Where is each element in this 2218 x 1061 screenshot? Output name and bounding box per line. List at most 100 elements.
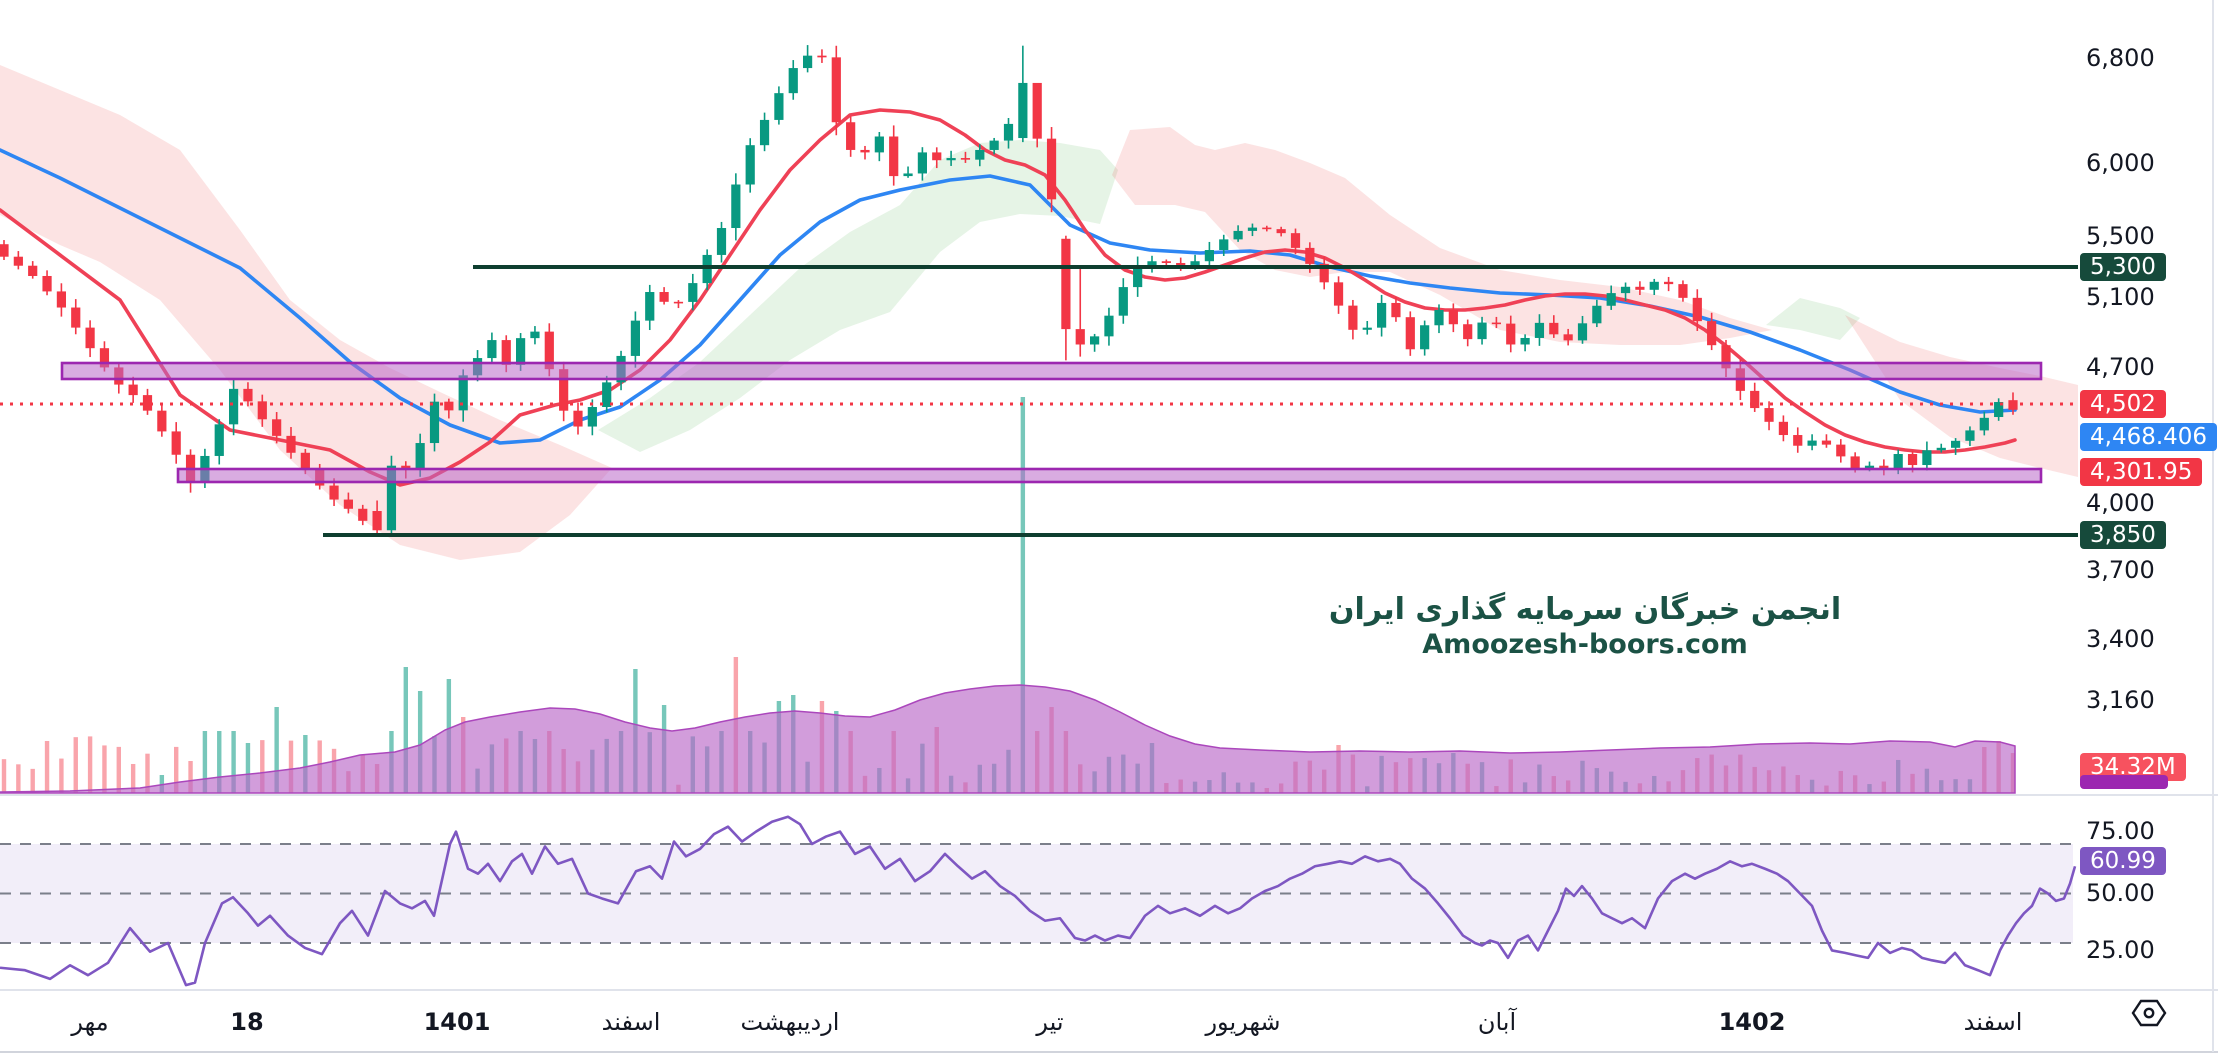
candle-body	[1807, 440, 1817, 446]
candle-body	[1061, 238, 1071, 330]
candle-body	[28, 265, 38, 276]
time-tick-label: تیر	[1036, 1008, 1064, 1036]
ichimoku-cloud-green	[1766, 298, 1860, 340]
volume-bar	[116, 746, 121, 793]
candle-body	[243, 388, 253, 402]
candle-body	[1003, 123, 1014, 141]
candle-body	[516, 338, 526, 365]
candle-body	[487, 340, 497, 359]
candle-body	[386, 465, 397, 531]
candle-body	[1391, 302, 1401, 318]
candle-body	[1405, 317, 1415, 350]
price-tick-label: 5,500	[2086, 222, 2155, 250]
candle-body	[1305, 247, 1315, 264]
candle-body	[1893, 454, 1903, 470]
candle-body	[1161, 261, 1171, 263]
candle-body	[329, 485, 339, 500]
candle-body	[702, 254, 712, 284]
candle-body	[1477, 322, 1487, 340]
price-tick-label: 6,800	[2086, 44, 2155, 72]
candle-body	[745, 145, 755, 185]
candle-body	[530, 331, 540, 339]
volume-bar	[417, 691, 423, 793]
time-tick-label: آبان	[1477, 1008, 1517, 1036]
candle-body	[1979, 417, 1989, 431]
volume-bar	[59, 758, 64, 793]
price-tick-label: 3,400	[2086, 625, 2155, 653]
candle-body	[444, 401, 454, 411]
candle-body	[1463, 324, 1473, 340]
candle-body	[774, 93, 784, 120]
ichimoku-cloud-pink	[1845, 315, 2078, 477]
volume-bar	[174, 746, 179, 793]
candle-body	[903, 173, 913, 177]
candle-body	[1348, 305, 1358, 330]
candle-body	[1491, 322, 1501, 325]
rsi-value-label: 60.99	[2080, 847, 2166, 875]
candle-body	[1133, 266, 1143, 288]
volume-bar	[245, 743, 251, 793]
candle-body	[401, 465, 411, 469]
candle-body	[1635, 286, 1645, 290]
price-tick-label: 4,000	[2086, 489, 2155, 517]
candle-body	[630, 320, 640, 356]
upper-supply-zone[interactable]	[60, 361, 2043, 381]
candle-body	[214, 424, 224, 456]
ma-line-blue	[0, 148, 2017, 445]
rsi-tick-label: 50.00	[2086, 879, 2155, 907]
candle-body	[1793, 435, 1803, 446]
time-axis[interactable]	[0, 990, 2218, 1052]
price-tick-label: 5,100	[2086, 283, 2155, 311]
candle-body	[688, 283, 698, 302]
level-4301-label: 4,301.95	[2080, 458, 2203, 486]
candle-body	[889, 136, 899, 177]
price-tick-label: 6,000	[2086, 149, 2155, 177]
candle-body	[1534, 322, 1545, 338]
candle-body	[1936, 447, 1946, 451]
candle-body	[587, 407, 597, 427]
watermark-line-2: Amoozesh-boors.com	[1422, 629, 1748, 660]
volume-bar	[44, 740, 50, 793]
candle-body	[716, 228, 727, 255]
candle-body	[1563, 334, 1573, 341]
volume-bar	[87, 736, 93, 793]
candle-body	[85, 327, 95, 349]
volume-bar	[202, 731, 208, 793]
candle-body	[759, 119, 770, 146]
rsi-tick-label: 25.00	[2086, 936, 2155, 964]
candle-body	[415, 443, 425, 469]
candle-body	[99, 348, 110, 368]
candle-body	[171, 431, 181, 455]
candle-body	[1664, 281, 1674, 285]
candles	[0, 45, 2018, 536]
candle-body	[1377, 302, 1387, 328]
last-price-label: 4,468.406	[2080, 423, 2218, 451]
volume-bar	[102, 745, 107, 793]
volume-bar	[30, 768, 35, 793]
lower-demand-zone[interactable]	[176, 467, 2043, 484]
level-4502-label: 4,502	[2080, 390, 2166, 418]
candle-body	[501, 340, 511, 365]
candle-body	[1319, 263, 1329, 283]
candle-body	[1276, 229, 1286, 234]
candle-body	[1879, 465, 1889, 470]
candle-body	[946, 158, 956, 161]
candle-body	[1850, 456, 1860, 469]
ichimoku-cloud-pink	[0, 65, 612, 560]
candle-body	[917, 152, 927, 174]
candle-body	[1434, 310, 1444, 326]
candle-body	[1362, 327, 1372, 330]
hexagon-eye-icon[interactable]	[2130, 997, 2168, 1033]
candle-body	[1864, 465, 1875, 469]
price-tick-label: 4,700	[2086, 353, 2155, 381]
candle-body	[645, 292, 655, 321]
time-tick-label: اسفند	[601, 1008, 661, 1036]
candle-body	[1262, 227, 1272, 230]
candle-body	[42, 275, 52, 292]
candle-body	[286, 435, 296, 453]
candle-body	[1290, 233, 1301, 248]
candle-body	[1147, 261, 1157, 267]
candle-body	[1190, 261, 1200, 268]
